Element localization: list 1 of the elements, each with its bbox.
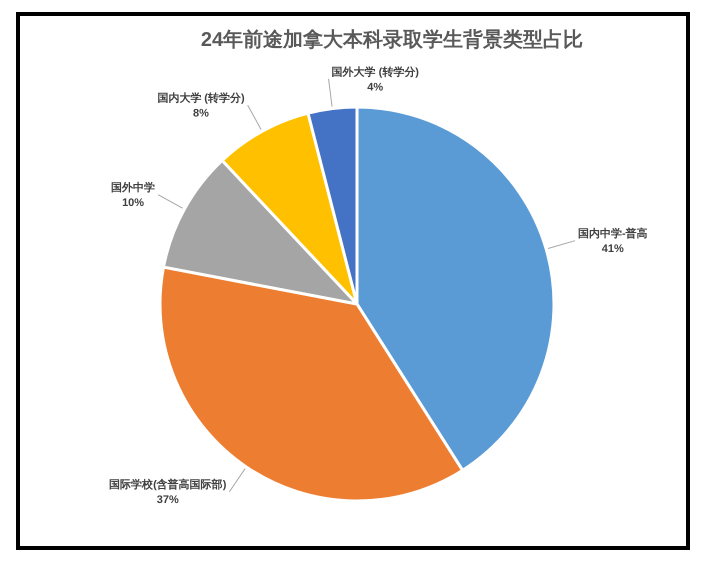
title: 24年前途加拿大本科录取学生背景类型占比 — [200, 29, 584, 51]
